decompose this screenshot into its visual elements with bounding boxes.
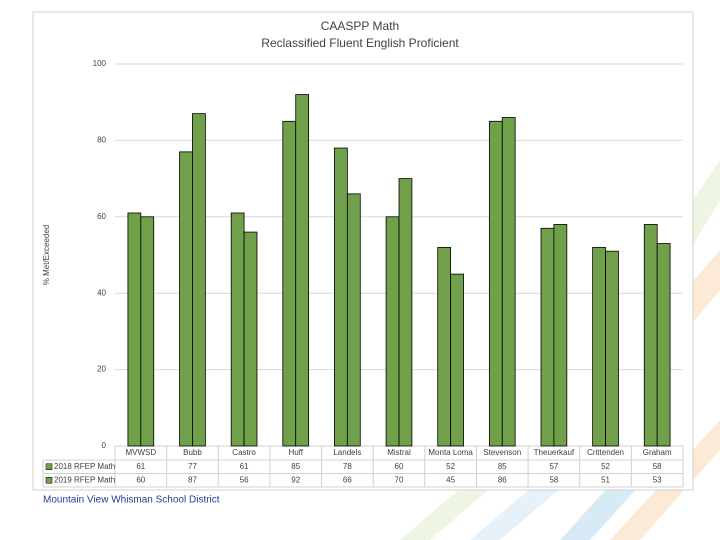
table-value: 85 <box>291 462 300 471</box>
bar <box>488 120 503 447</box>
x-tick-label: Stevenson <box>483 448 521 457</box>
y-tick-label: 100 <box>93 59 107 68</box>
table-value: 56 <box>240 475 249 484</box>
table-value: 60 <box>395 462 404 471</box>
bar <box>179 151 193 447</box>
chart-title: CAASPP Math <box>321 19 399 33</box>
table-value: 52 <box>446 462 455 471</box>
bar <box>605 250 619 447</box>
table-value: 85 <box>498 462 507 471</box>
chart-subtitle: Reclassified Fluent English Proficient <box>261 36 459 50</box>
bar <box>437 246 452 447</box>
bar <box>346 193 361 447</box>
legend-label: 2018 RFEP Math <box>54 462 115 471</box>
y-tick-label: 80 <box>97 136 106 145</box>
table-value: 60 <box>136 475 145 484</box>
legend-swatch <box>45 477 53 484</box>
y-axis-label: % Met/Exceeded <box>42 225 51 285</box>
x-tick-label: Bubb <box>183 448 202 457</box>
bar <box>334 147 348 447</box>
x-tick-label: MVWSD <box>125 448 156 457</box>
legend-swatch <box>45 463 53 470</box>
bar <box>282 120 297 447</box>
table-value: 66 <box>343 475 352 484</box>
x-tick-label: Monta Loma <box>428 448 473 457</box>
table-value: 86 <box>498 475 507 484</box>
x-tick-label: Landels <box>333 448 361 457</box>
table-value: 52 <box>601 462 610 471</box>
table-value: 53 <box>653 475 662 484</box>
bar <box>592 246 606 447</box>
table-value: 57 <box>549 462 558 471</box>
bar <box>553 224 568 447</box>
bar <box>643 224 658 447</box>
bar <box>295 94 310 447</box>
x-tick-label: Mistral <box>387 448 411 457</box>
table-value: 61 <box>240 462 249 471</box>
bar <box>450 273 464 447</box>
bar <box>656 243 671 447</box>
bar <box>192 113 206 447</box>
x-tick-label: Theuerkauf <box>534 448 575 457</box>
table-value: 61 <box>136 462 145 471</box>
table-value: 87 <box>188 475 197 484</box>
table-value: 92 <box>291 475 300 484</box>
bar <box>501 117 516 447</box>
y-tick-label: 20 <box>97 365 106 374</box>
table-value: 45 <box>446 475 455 484</box>
table-value: 77 <box>188 462 197 471</box>
table-value: 51 <box>601 475 610 484</box>
y-tick-label: 0 <box>102 441 107 450</box>
bar <box>230 212 245 447</box>
bar <box>140 216 155 447</box>
table-value: 78 <box>343 462 352 471</box>
legend-label: 2019 RFEP Math <box>54 475 115 484</box>
bar <box>127 212 142 447</box>
table-value: 70 <box>395 475 404 484</box>
y-tick-label: 60 <box>97 212 106 221</box>
x-tick-label: Huff <box>288 448 303 457</box>
bar <box>385 216 400 447</box>
table-value: 58 <box>653 462 662 471</box>
bar <box>540 227 555 447</box>
x-tick-label: Graham <box>643 448 672 457</box>
footer: Mountain View Whisman School District <box>43 495 220 506</box>
bar <box>243 231 258 447</box>
x-tick-label: Castro <box>232 448 256 457</box>
y-tick-label: 40 <box>97 288 106 297</box>
table-value: 58 <box>549 475 558 484</box>
x-tick-label: Crittenden <box>587 448 624 457</box>
bar <box>398 178 413 447</box>
